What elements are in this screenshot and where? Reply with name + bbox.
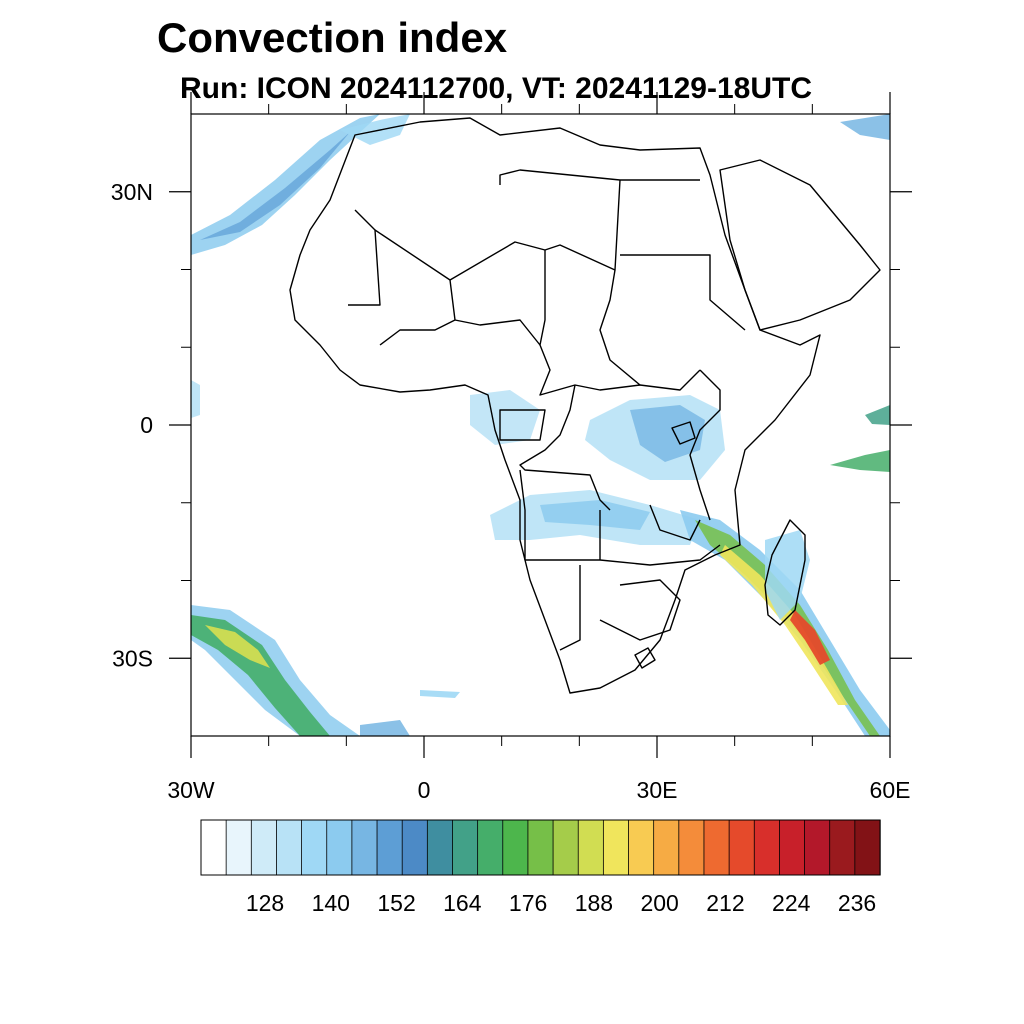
- colorbar-label: 212: [706, 890, 744, 916]
- colorbar-label: 176: [509, 890, 547, 916]
- colorbar-swatch: [577, 819, 605, 876]
- colorbar-swatch: [552, 819, 579, 876]
- colorbar-swatch: [804, 819, 831, 876]
- colorbar-swatch: [401, 819, 429, 876]
- colorbar-swatch: [250, 819, 278, 876]
- colorbar-swatch: [200, 819, 227, 876]
- border-1: [348, 209, 381, 306]
- colorbar: 128 140 152 164 176 188 200 212 224 236: [200, 819, 881, 916]
- arabia-coastline: [719, 159, 881, 331]
- border-9: [519, 384, 611, 511]
- colorbar-swatch: [225, 819, 252, 876]
- border-7: [620, 254, 746, 331]
- coastlines-and-borders: [289, 117, 881, 694]
- field-east-ocean-2: [865, 405, 890, 425]
- border-16: [499, 409, 546, 441]
- chart-subtitle: Run: ICON 2024112700, VT: 20241129-18UTC: [180, 72, 813, 105]
- colorbar-swatch: [653, 819, 680, 876]
- colorbar-swatch: [502, 819, 529, 876]
- colorbar-label: 236: [838, 890, 876, 916]
- colorbar-swatch: [351, 819, 378, 876]
- lesotho: [634, 647, 656, 669]
- colorbar-swatch: [477, 819, 504, 876]
- colorbar-swatch: [326, 819, 353, 876]
- colorbar-swatch: [602, 819, 630, 876]
- convection-field-layer: [191, 114, 890, 736]
- colorbar-swatch: [628, 819, 655, 876]
- colorbar-swatch: [779, 819, 806, 876]
- field-ne-corner: [840, 114, 890, 140]
- border-5: [539, 250, 701, 396]
- colorbar-swatch: [703, 819, 730, 876]
- lake-victoria: [671, 421, 696, 445]
- colorbar-label: 224: [772, 890, 811, 916]
- border-6: [599, 269, 641, 386]
- border-8: [454, 319, 541, 346]
- colorbar-swatch: [527, 819, 554, 876]
- colorbar-swatch: [753, 819, 781, 876]
- colorbar-swatch: [426, 819, 454, 876]
- colorbar-swatch: [452, 819, 479, 876]
- colorbar-label: 200: [640, 890, 678, 916]
- lon-label: 0: [418, 777, 431, 803]
- colorbar-swatch: [678, 819, 705, 876]
- africa-coastline: [289, 117, 821, 694]
- colorbar-label: 128: [246, 890, 284, 916]
- colorbar-swatch: [276, 819, 303, 876]
- field-se-band-yellow: [720, 545, 848, 705]
- colorbar-swatch: [728, 819, 755, 876]
- field-se-band-red: [790, 610, 830, 665]
- map-axes: 30N 0 30S 30W 0 30E 60E: [111, 92, 912, 803]
- field-south-streak: [420, 690, 460, 698]
- border-4: [379, 279, 456, 346]
- colorbar-frame: [200, 819, 881, 876]
- field-madagascar: [765, 530, 810, 620]
- lon-label: 30E: [637, 777, 678, 803]
- border-10: [689, 369, 721, 521]
- lat-label: 30S: [112, 645, 153, 671]
- field-sw-atlantic-yellow: [205, 625, 270, 668]
- border-13: [599, 579, 681, 641]
- colorbar-label: 164: [443, 890, 482, 916]
- field-east-ocean-1: [830, 450, 890, 472]
- colorbar-swatch: [301, 819, 328, 876]
- border-15: [649, 504, 701, 541]
- colorbar-label: 152: [377, 890, 415, 916]
- colorbar-label: 140: [312, 890, 350, 916]
- colorbar-swatch: [854, 819, 881, 876]
- lon-label: 30W: [167, 777, 215, 803]
- lat-label: 30N: [111, 179, 153, 205]
- border-3: [499, 169, 700, 185]
- colorbar-label: 188: [575, 890, 613, 916]
- field-angola-core: [540, 500, 650, 530]
- madagascar-coastline: [764, 519, 806, 626]
- chart-title: Convection index: [157, 14, 508, 61]
- field-west-edge: [191, 380, 200, 418]
- border-12: [559, 565, 581, 651]
- field-south-bottom: [360, 720, 410, 736]
- field-central-africa-core: [630, 405, 705, 462]
- colorbar-swatch: [829, 819, 856, 876]
- lon-label: 60E: [870, 777, 911, 803]
- field-gabon: [470, 390, 540, 445]
- colorbar-swatch: [376, 819, 403, 876]
- field-mediterranean: [340, 114, 410, 145]
- lat-label: 0: [140, 412, 153, 438]
- map-background: [191, 114, 890, 736]
